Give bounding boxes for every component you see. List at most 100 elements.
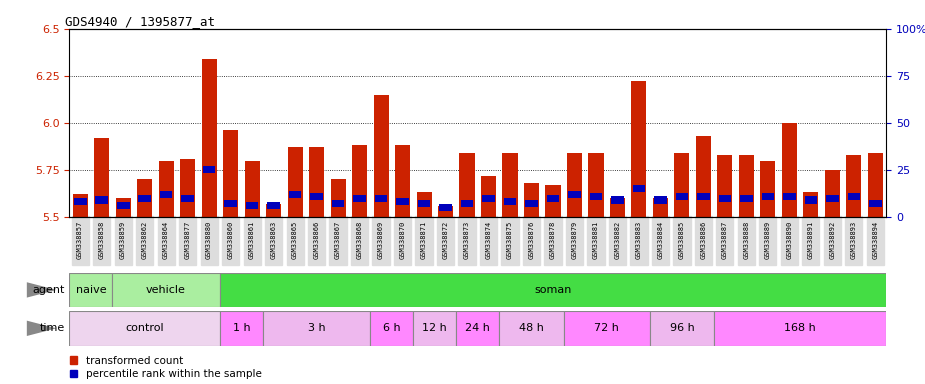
- Bar: [653, 198, 668, 217]
- Bar: [246, 202, 258, 209]
- Bar: [611, 197, 623, 204]
- Bar: [69, 273, 112, 307]
- Text: 96 h: 96 h: [670, 323, 695, 333]
- Bar: [503, 198, 516, 205]
- Bar: [72, 194, 88, 217]
- Bar: [739, 155, 754, 217]
- Bar: [546, 185, 561, 217]
- Text: 3 h: 3 h: [308, 323, 326, 333]
- Bar: [675, 193, 688, 200]
- Bar: [761, 193, 774, 200]
- Bar: [353, 195, 366, 202]
- Bar: [697, 193, 709, 200]
- Bar: [160, 191, 172, 198]
- Bar: [547, 195, 560, 202]
- Bar: [804, 192, 819, 217]
- Bar: [567, 153, 582, 217]
- Text: 168 h: 168 h: [784, 323, 816, 333]
- Bar: [202, 59, 216, 217]
- Text: agent: agent: [32, 285, 65, 295]
- Text: vehicle: vehicle: [146, 285, 186, 295]
- Bar: [439, 204, 452, 211]
- Bar: [95, 197, 108, 204]
- Bar: [714, 311, 886, 346]
- Bar: [649, 311, 714, 346]
- Text: naive: naive: [76, 285, 106, 295]
- Text: 12 h: 12 h: [423, 323, 447, 333]
- Text: 48 h: 48 h: [519, 323, 544, 333]
- Bar: [740, 195, 753, 202]
- Bar: [456, 311, 500, 346]
- Polygon shape: [27, 282, 56, 298]
- Bar: [330, 179, 346, 217]
- Text: control: control: [125, 323, 164, 333]
- Bar: [805, 197, 818, 204]
- Bar: [112, 273, 220, 307]
- Bar: [500, 311, 563, 346]
- Bar: [696, 136, 711, 217]
- Bar: [825, 170, 840, 217]
- Bar: [438, 206, 453, 217]
- Text: 72 h: 72 h: [594, 323, 619, 333]
- Bar: [633, 185, 646, 192]
- Text: GDS4940 / 1395877_at: GDS4940 / 1395877_at: [65, 15, 215, 28]
- Bar: [375, 195, 388, 202]
- Bar: [846, 155, 861, 217]
- Text: 24 h: 24 h: [465, 323, 490, 333]
- Bar: [524, 183, 539, 217]
- Bar: [158, 161, 174, 217]
- Legend: transformed count, percentile rank within the sample: transformed count, percentile rank withi…: [70, 356, 262, 379]
- Bar: [263, 311, 370, 346]
- Bar: [94, 138, 109, 217]
- Bar: [288, 147, 302, 217]
- Bar: [417, 200, 430, 207]
- Bar: [69, 311, 220, 346]
- Bar: [309, 147, 324, 217]
- Bar: [395, 146, 410, 217]
- Bar: [589, 193, 602, 200]
- Bar: [482, 195, 495, 202]
- Bar: [220, 273, 886, 307]
- Bar: [416, 192, 432, 217]
- Bar: [525, 200, 538, 207]
- Bar: [826, 195, 839, 202]
- Text: 6 h: 6 h: [383, 323, 401, 333]
- Bar: [137, 179, 152, 217]
- Bar: [632, 81, 647, 217]
- Bar: [568, 191, 581, 198]
- Bar: [244, 161, 260, 217]
- Bar: [610, 198, 625, 217]
- Bar: [868, 153, 883, 217]
- Bar: [460, 153, 475, 217]
- Bar: [74, 198, 87, 205]
- Bar: [117, 202, 130, 209]
- Bar: [413, 311, 456, 346]
- Bar: [718, 155, 733, 217]
- Bar: [782, 123, 797, 217]
- Bar: [289, 191, 302, 198]
- Bar: [563, 311, 649, 346]
- Bar: [267, 202, 280, 209]
- Bar: [396, 198, 409, 205]
- Bar: [674, 153, 689, 217]
- Bar: [266, 204, 281, 217]
- Bar: [760, 161, 775, 217]
- Bar: [869, 200, 882, 207]
- Text: time: time: [40, 323, 65, 333]
- Text: soman: soman: [535, 285, 572, 295]
- Bar: [223, 131, 238, 217]
- Bar: [783, 193, 796, 200]
- Bar: [181, 195, 194, 202]
- Bar: [370, 311, 413, 346]
- Bar: [224, 200, 237, 207]
- Polygon shape: [27, 321, 56, 336]
- Bar: [481, 175, 496, 217]
- Text: 1 h: 1 h: [232, 323, 250, 333]
- Bar: [719, 195, 732, 202]
- Bar: [180, 159, 195, 217]
- Bar: [116, 198, 130, 217]
- Bar: [461, 200, 474, 207]
- Bar: [138, 195, 151, 202]
- Bar: [332, 200, 344, 207]
- Bar: [220, 311, 263, 346]
